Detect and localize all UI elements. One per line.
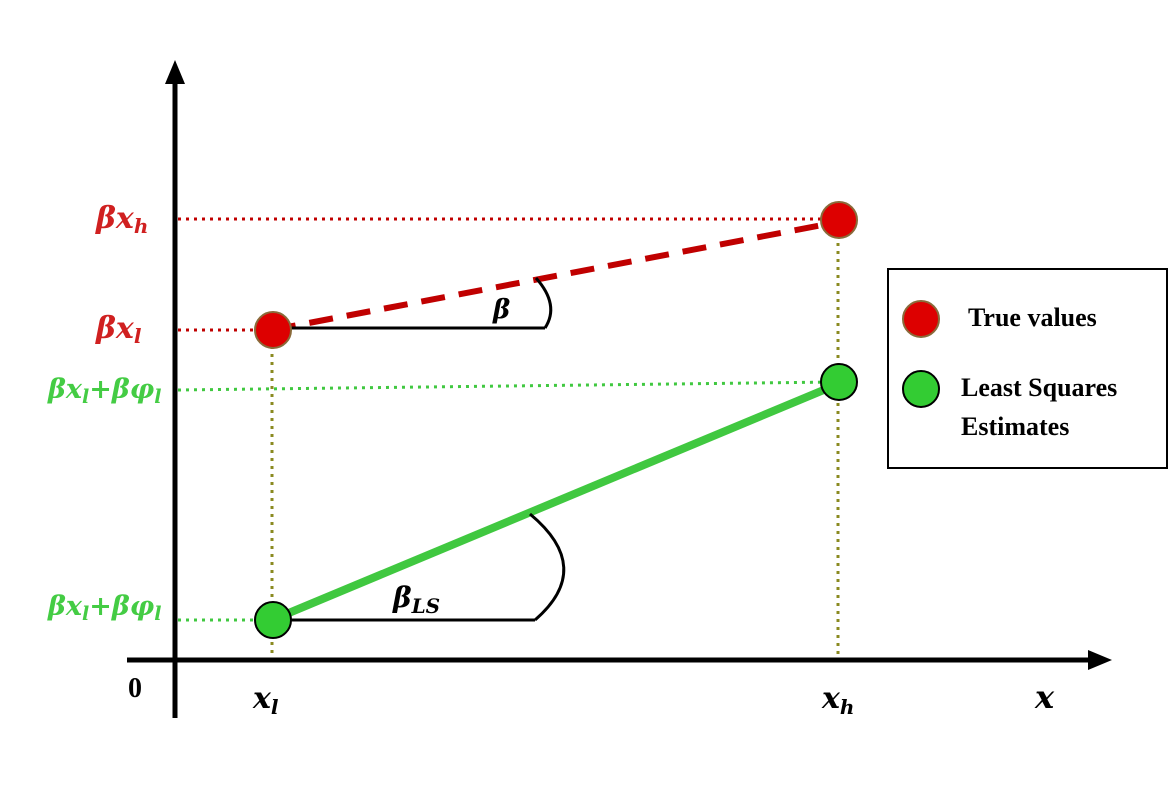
true-point-low: [254, 311, 292, 349]
legend-true-marker: [902, 300, 940, 338]
x-axis-arrowhead: [1088, 650, 1112, 670]
x-axis-label: x: [1034, 678, 1055, 716]
origin-label: 0: [128, 673, 142, 704]
label-beta-xh: βxh: [95, 201, 148, 238]
true-angle-arc: [534, 277, 553, 329]
x-tick-low: xl: [252, 681, 279, 719]
legend-ls-marker: [902, 370, 940, 408]
label-estimate-low: βxl+βφl: [47, 591, 161, 625]
label-beta-xl: βxl: [95, 311, 142, 348]
legend: True values Least Squares Estimates: [887, 268, 1168, 469]
legend-true-label: True values: [968, 303, 1097, 332]
guide-line-estimate-high: [177, 380, 837, 392]
label-beta-ls-angle: βLS: [392, 581, 440, 618]
estimate-point-high: [820, 363, 858, 401]
y-axis-arrowhead: [165, 60, 185, 84]
least-squares-line: [270, 380, 840, 624]
ls-angle-arc: [529, 512, 566, 622]
legend-ls-label-line2: Estimates: [961, 412, 1069, 441]
label-estimate-high: βxl+βφl: [47, 374, 161, 408]
x-tick-high: xh: [821, 681, 854, 719]
legend-ls-label-line1: Least Squares: [961, 373, 1117, 402]
true-point-high: [820, 201, 858, 239]
label-beta-angle: β: [492, 295, 510, 325]
estimate-point-low: [254, 601, 292, 639]
true-value-line: [271, 219, 839, 333]
legend-box: [887, 268, 1168, 469]
